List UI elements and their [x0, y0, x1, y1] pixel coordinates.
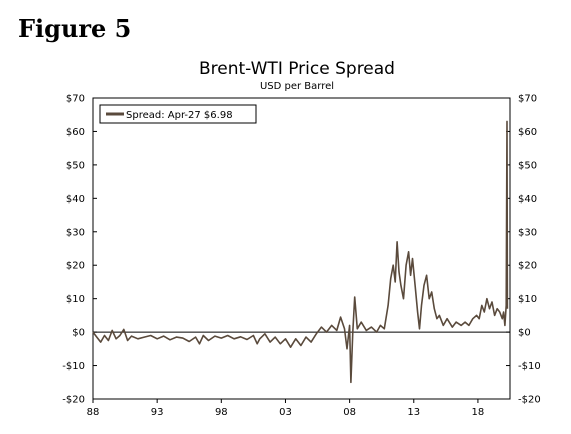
plot-frame [92, 97, 511, 400]
chart-subtitle: USD per Barrel [260, 81, 334, 92]
legend-label: Spread: Apr-27 $6.98 [126, 110, 233, 121]
y-tick-label-left: $20 [66, 261, 85, 272]
y-tick-label-right: $70 [518, 94, 537, 105]
y-tick-label-left: $70 [66, 94, 85, 105]
y-tick-label-right: $60 [518, 127, 537, 138]
y-tick-label-right: $10 [518, 294, 537, 305]
y-tick-label-left: $10 [66, 294, 85, 305]
spread-series-line [92, 120, 509, 384]
y-axis-right: $70 $60 $50 $40 $30 $20 $10 $0 -$10 -$20 [506, 94, 541, 406]
x-tick-label: 08 [343, 407, 356, 418]
y-tick-label-right: $50 [518, 160, 537, 171]
legend: Spread: Apr-27 $6.98 [99, 104, 257, 124]
x-tick-label: 18 [472, 407, 485, 418]
y-tick-label-left: $0 [72, 328, 85, 339]
y-tick-label-right: $0 [518, 328, 531, 339]
y-tick-label-right: -$20 [518, 395, 541, 406]
y-tick-label-right: -$10 [518, 361, 541, 372]
chart-title: Brent-WTI Price Spread [199, 59, 395, 79]
y-tick-label-right: $20 [518, 261, 537, 272]
x-tick-label: 03 [279, 407, 292, 418]
figure-label: Figure 5 [18, 14, 132, 43]
y-tick-label-right: $30 [518, 227, 537, 238]
y-tick-label-left: $60 [66, 127, 85, 138]
y-tick-label-left: $50 [66, 160, 85, 171]
x-tick-label: 13 [407, 407, 420, 418]
y-tick-label-left: -$20 [62, 395, 85, 406]
x-tick-label: 88 [87, 407, 100, 418]
legend-box [99, 104, 257, 124]
x-tick-label: 93 [151, 407, 164, 418]
y-axis-left: $70 $60 $50 $40 $30 $20 $10 $0 -$10 -$20 [62, 94, 97, 406]
y-tick-label-left: $30 [66, 227, 85, 238]
y-tick-label-left: -$10 [62, 361, 85, 372]
x-tick-label: 98 [215, 407, 228, 418]
y-tick-label-left: $40 [66, 194, 85, 205]
x-axis: 88 93 98 03 08 13 18 [87, 399, 485, 418]
y-tick-label-right: $40 [518, 194, 537, 205]
